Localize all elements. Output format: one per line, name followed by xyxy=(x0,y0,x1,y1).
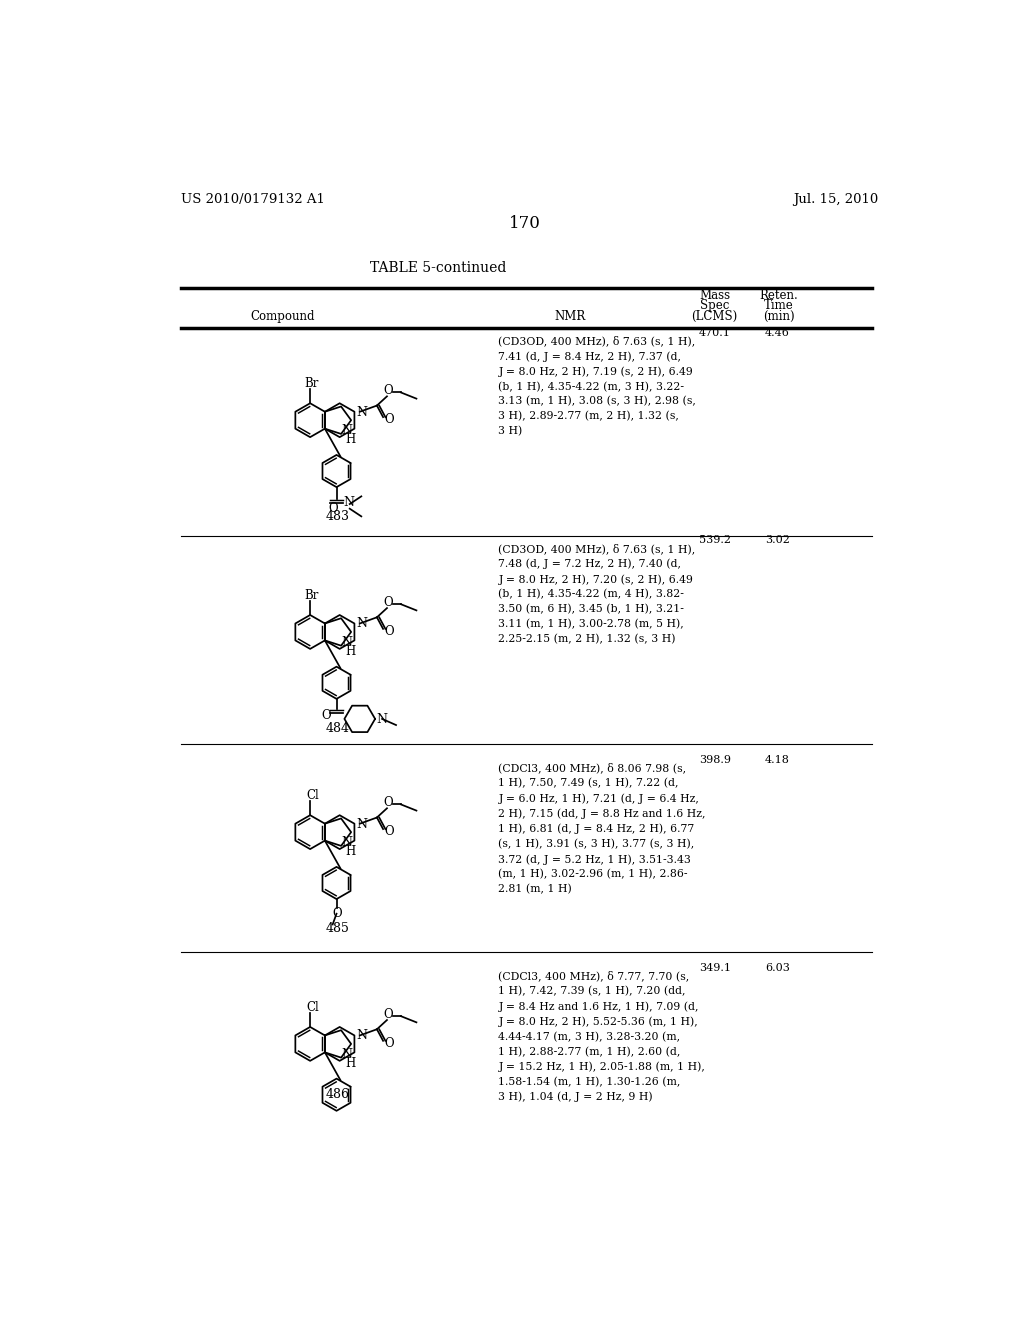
Text: (LCMS): (LCMS) xyxy=(691,310,738,323)
Text: 486: 486 xyxy=(326,1088,349,1101)
Text: N: N xyxy=(356,1030,368,1043)
Text: (CD3OD, 400 MHz), δ 7.63 (s, 1 H),
7.48 (d, J = 7.2 Hz, 2 H), 7.40 (d,
J = 8.0 H: (CD3OD, 400 MHz), δ 7.63 (s, 1 H), 7.48 … xyxy=(499,544,695,644)
Text: O: O xyxy=(385,413,394,426)
Text: Reten.: Reten. xyxy=(760,289,799,302)
Text: (CD3OD, 400 MHz), δ 7.63 (s, 1 H),
7.41 (d, J = 8.4 Hz, 2 H), 7.37 (d,
J = 8.0 H: (CD3OD, 400 MHz), δ 7.63 (s, 1 H), 7.41 … xyxy=(499,335,696,437)
Text: US 2010/0179132 A1: US 2010/0179132 A1 xyxy=(180,193,325,206)
Text: H: H xyxy=(346,845,356,858)
Text: O: O xyxy=(385,626,394,638)
Text: N: N xyxy=(356,817,368,830)
Text: N: N xyxy=(356,618,368,631)
Text: Jul. 15, 2010: Jul. 15, 2010 xyxy=(793,193,879,206)
Text: O: O xyxy=(384,595,393,609)
Text: 170: 170 xyxy=(509,215,541,232)
Text: N: N xyxy=(377,713,388,726)
Text: (min): (min) xyxy=(763,310,795,323)
Text: N: N xyxy=(343,496,354,510)
Text: Br: Br xyxy=(304,378,318,391)
Text: O: O xyxy=(385,1038,394,1049)
Text: 470.1: 470.1 xyxy=(698,327,730,338)
Text: Br: Br xyxy=(304,589,318,602)
Text: (CDCl3, 400 MHz), δ 7.77, 7.70 (s,
1 H), 7.42, 7.39 (s, 1 H), 7.20 (dd,
J = 8.4 : (CDCl3, 400 MHz), δ 7.77, 7.70 (s, 1 H),… xyxy=(499,970,706,1102)
Text: Mass: Mass xyxy=(699,289,730,302)
Text: N: N xyxy=(342,836,353,849)
Text: 6.03: 6.03 xyxy=(765,962,790,973)
Text: Cl: Cl xyxy=(306,1001,319,1014)
Text: 4.18: 4.18 xyxy=(765,755,790,764)
Text: H: H xyxy=(346,1057,356,1071)
Text: 398.9: 398.9 xyxy=(698,755,731,764)
Text: TABLE 5-continued: TABLE 5-continued xyxy=(370,261,506,276)
Text: 3.02: 3.02 xyxy=(765,536,790,545)
Text: N: N xyxy=(342,636,353,649)
Text: 484: 484 xyxy=(326,722,349,735)
Text: O: O xyxy=(384,384,393,397)
Text: Cl: Cl xyxy=(306,789,319,803)
Text: O: O xyxy=(384,796,393,809)
Text: H: H xyxy=(346,433,356,446)
Text: NMR: NMR xyxy=(554,310,586,323)
Text: O: O xyxy=(321,709,331,722)
Text: 485: 485 xyxy=(326,923,349,936)
Text: O: O xyxy=(384,1007,393,1020)
Text: Time: Time xyxy=(764,300,794,313)
Text: O: O xyxy=(329,502,338,515)
Text: O: O xyxy=(385,825,394,838)
Text: 349.1: 349.1 xyxy=(698,962,731,973)
Text: 539.2: 539.2 xyxy=(698,536,731,545)
Text: 483: 483 xyxy=(326,511,349,523)
Text: N: N xyxy=(342,1048,353,1061)
Text: H: H xyxy=(346,645,356,659)
Text: Spec: Spec xyxy=(700,300,729,313)
Text: N: N xyxy=(342,424,353,437)
Text: (CDCl3, 400 MHz), δ 8.06 7.98 (s,
1 H), 7.50, 7.49 (s, 1 H), 7.22 (d,
J = 6.0 Hz: (CDCl3, 400 MHz), δ 8.06 7.98 (s, 1 H), … xyxy=(499,763,706,895)
Text: O: O xyxy=(333,907,342,920)
Text: 4.46: 4.46 xyxy=(765,327,790,338)
Text: Compound: Compound xyxy=(251,310,315,323)
Text: N: N xyxy=(356,405,368,418)
